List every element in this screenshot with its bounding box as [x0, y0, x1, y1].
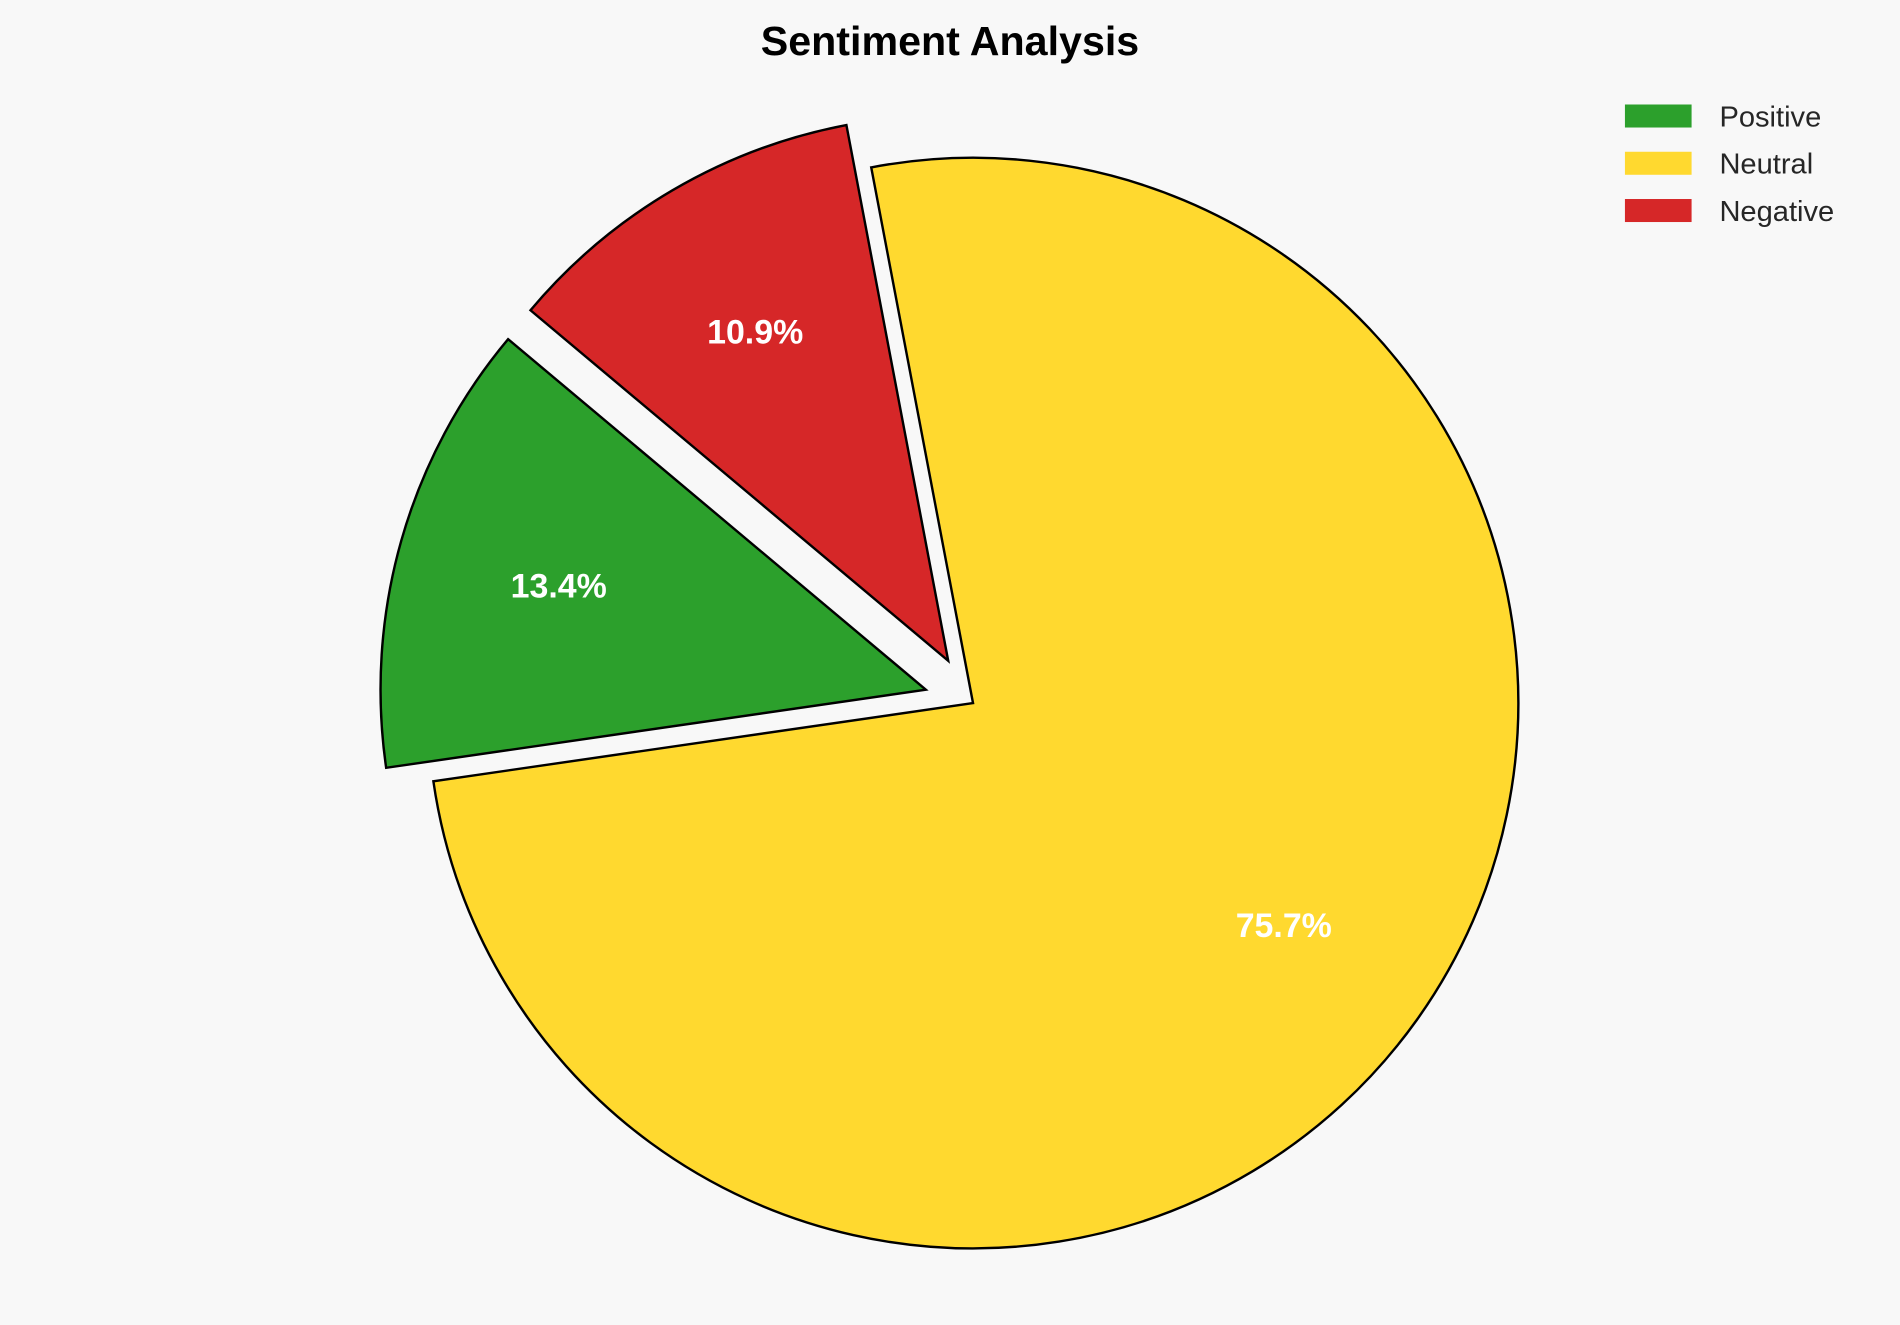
- chart-title: Sentiment Analysis: [761, 18, 1139, 64]
- pie-slice-positive: [379, 337, 929, 770]
- legend-swatch-positive: [1624, 104, 1692, 128]
- legend-swatch-neutral: [1624, 151, 1692, 175]
- slice-label-negative: 10.9%: [707, 314, 803, 352]
- slice-label-positive: 13.4%: [511, 567, 607, 605]
- legend-label-neutral: Neutral: [1719, 149, 1813, 181]
- pie-slice-neutral: [431, 156, 1520, 1250]
- legend-label-positive: Positive: [1719, 101, 1821, 133]
- slice-label-neutral: 75.7%: [1236, 907, 1332, 945]
- legend-swatch-negative: [1624, 199, 1692, 223]
- legend-label-negative: Negative: [1719, 196, 1834, 228]
- legend: Positive Neutral Negative: [1624, 101, 1834, 228]
- pie-slice-negative: [528, 123, 951, 664]
